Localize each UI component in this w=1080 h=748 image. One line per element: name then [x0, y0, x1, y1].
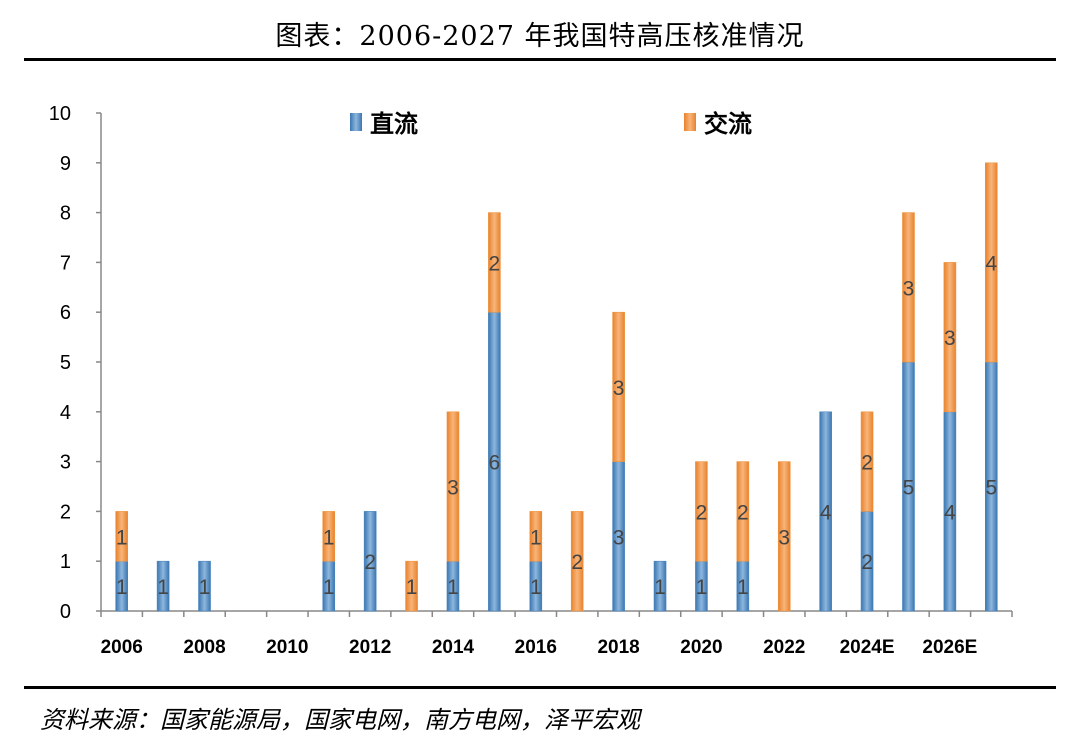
legend-swatch [684, 113, 696, 131]
data-label: 4 [820, 501, 832, 524]
data-label: 3 [778, 526, 790, 549]
x-tick-label: 2010 [266, 637, 308, 658]
bar-ac [446, 411, 460, 562]
data-label: 1 [157, 576, 169, 599]
data-label: 3 [447, 477, 459, 500]
bar-ac [529, 511, 543, 562]
data-label: 1 [323, 526, 335, 549]
y-tick-label: 4 [60, 402, 71, 424]
chart-title: 图表：2006-2027 年我国特高压核准情况 [275, 21, 805, 52]
bottom-divider [24, 686, 1056, 689]
bar-ac [736, 461, 750, 562]
x-tick-label: 2018 [597, 637, 639, 658]
y-tick-label: 7 [60, 252, 71, 274]
legend: 直流 交流 [350, 110, 752, 138]
data-label: 1 [530, 576, 542, 599]
x-tick-label: 2026E [922, 637, 977, 658]
y-tick-label: 8 [60, 203, 71, 225]
y-tick-label: 9 [60, 153, 71, 175]
x-tick-label: 2012 [349, 637, 391, 658]
data-label: 3 [944, 327, 956, 350]
legend-label: 交流 [704, 110, 752, 138]
data-label: 2 [737, 501, 749, 524]
data-label: 2 [861, 551, 873, 574]
data-label: 5 [985, 477, 997, 500]
data-label: 2 [861, 452, 873, 475]
bar-ac [612, 311, 625, 462]
data-label: 3 [903, 277, 915, 300]
bar-ac [570, 511, 584, 612]
bar-dc [363, 511, 377, 612]
data-label: 1 [116, 526, 128, 549]
data-label: 1 [116, 576, 128, 599]
data-label: 6 [489, 452, 501, 475]
x-tick-label: 2008 [183, 637, 225, 658]
data-labels: 1 1 1 1 1 1 2 1 1 3 6 2 1 1 2 3 3 1 1 2 1 2 3 4 2 2 5 3 4 3 5 4 [116, 252, 998, 599]
data-label: 1 [737, 576, 749, 599]
data-label: 1 [530, 526, 542, 549]
x-tick-label: 2014 [432, 637, 475, 658]
bar-dc [653, 560, 667, 612]
legend-label: 直流 [370, 110, 418, 138]
bar-ac [777, 461, 791, 612]
x-tick-label: 2024E [840, 637, 895, 658]
y-tick-label: 3 [60, 452, 71, 474]
y-tick-label: 10 [49, 103, 71, 125]
top-divider [24, 58, 1056, 61]
y-tick-label: 1 [60, 551, 71, 573]
x-tick-label: 2020 [680, 637, 722, 658]
data-label: 1 [696, 576, 708, 599]
data-label: 4 [944, 501, 956, 524]
axes: 0 1 2 3 4 5 6 7 8 9 10 2006 2008 2010 2012 2014 2016 2018… [49, 103, 1013, 658]
x-tick-label: 2006 [101, 637, 143, 658]
bar-dc [819, 411, 832, 612]
data-label: 1 [654, 576, 666, 599]
bar-dc [156, 560, 170, 612]
stacked-bar-chart: 0 1 2 3 4 5 6 7 8 9 10 2006 2008 2010 2012 2014 2016 2018… [49, 103, 1013, 658]
data-label: 3 [613, 526, 625, 549]
bar-ac [902, 212, 915, 363]
x-tick-label: 2022 [763, 637, 805, 658]
data-label: 2 [364, 551, 376, 574]
data-label: 4 [985, 252, 997, 275]
y-tick-label: 0 [60, 601, 71, 623]
data-label: 1 [406, 576, 418, 599]
bar-ac [405, 560, 418, 612]
data-label: 1 [447, 576, 459, 599]
y-tick-label: 6 [60, 302, 71, 324]
bar-ac [488, 212, 501, 313]
legend-swatch [350, 113, 362, 131]
data-label: 2 [571, 551, 583, 574]
y-tick-label: 2 [60, 501, 71, 523]
bar-ac [984, 162, 998, 363]
data-label: 1 [199, 576, 211, 599]
data-label: 3 [613, 377, 625, 400]
bars [115, 162, 998, 612]
bar-ac [322, 511, 336, 562]
data-label: 2 [489, 252, 501, 275]
data-label: 1 [323, 576, 335, 599]
y-tick-label: 5 [60, 352, 71, 374]
bar-dc [198, 560, 211, 612]
x-tick-label: 2016 [515, 637, 557, 658]
bar-ac [695, 461, 708, 562]
source-note: 资料来源：国家能源局，国家电网，南方电网，泽平宏观 [40, 706, 640, 734]
bar-ac [943, 262, 957, 413]
data-label: 5 [903, 477, 915, 500]
bar-ac [860, 411, 874, 512]
bar-ac [115, 511, 129, 562]
data-label: 2 [696, 501, 708, 524]
